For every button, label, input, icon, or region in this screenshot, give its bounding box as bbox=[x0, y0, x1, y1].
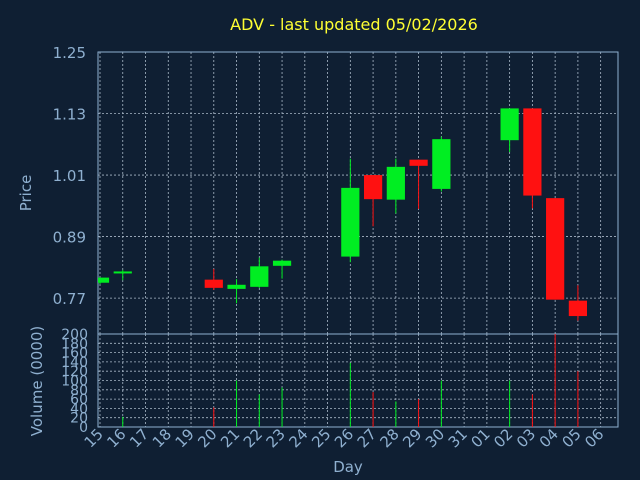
candle-body bbox=[546, 198, 565, 300]
price-tick-label: 1.01 bbox=[53, 167, 86, 185]
candle-body bbox=[409, 159, 428, 166]
volume-tick-label: 120 bbox=[61, 364, 88, 380]
x-tick-label: 06 bbox=[581, 425, 607, 451]
candle-body bbox=[568, 300, 588, 317]
volume-tick-label: 100 bbox=[61, 374, 88, 390]
candle-body bbox=[386, 166, 405, 200]
candle-body bbox=[363, 175, 383, 200]
candle-body bbox=[432, 139, 451, 189]
price-tick-label: 0.77 bbox=[53, 290, 86, 308]
candle-body bbox=[227, 284, 246, 289]
candle-body bbox=[500, 108, 519, 141]
candle-body bbox=[204, 279, 223, 288]
volume-tick-label: 60 bbox=[70, 392, 88, 408]
candle-body bbox=[341, 187, 360, 257]
price-panel: 0.77 0.89 1.01 1.13 1.25 bbox=[53, 44, 619, 335]
volume-tick-label: 20 bbox=[70, 411, 88, 427]
price-tick-label: 1.13 bbox=[53, 106, 86, 124]
x-tick-labels: 1516171819202122232425262728293031010203… bbox=[81, 425, 608, 451]
volume-tick-label: 80 bbox=[70, 383, 88, 399]
volume-tick-label: 200 bbox=[61, 327, 88, 343]
volume-tick-label: 0 bbox=[79, 420, 88, 436]
candle-body bbox=[98, 277, 110, 283]
price-tick-label: 1.25 bbox=[53, 44, 86, 62]
volume-tick-label: 140 bbox=[61, 355, 88, 371]
volume-frame bbox=[97, 333, 619, 428]
x-axis-label: Day bbox=[333, 458, 363, 476]
volume-tick-label: 180 bbox=[61, 336, 88, 352]
price-tick-label: 0.89 bbox=[53, 229, 86, 247]
candle-body bbox=[113, 271, 132, 274]
volume-tick-label: 160 bbox=[61, 346, 88, 362]
chart-title: ADV - last updated 05/02/2026 bbox=[230, 15, 478, 34]
price-axis-label: Price bbox=[17, 175, 35, 212]
volume-tick-label: 40 bbox=[70, 401, 88, 417]
candle-body bbox=[272, 260, 292, 266]
volume-axis-label: Volume (0000) bbox=[28, 326, 46, 436]
candle-body bbox=[250, 266, 269, 287]
candle-body bbox=[523, 108, 542, 196]
